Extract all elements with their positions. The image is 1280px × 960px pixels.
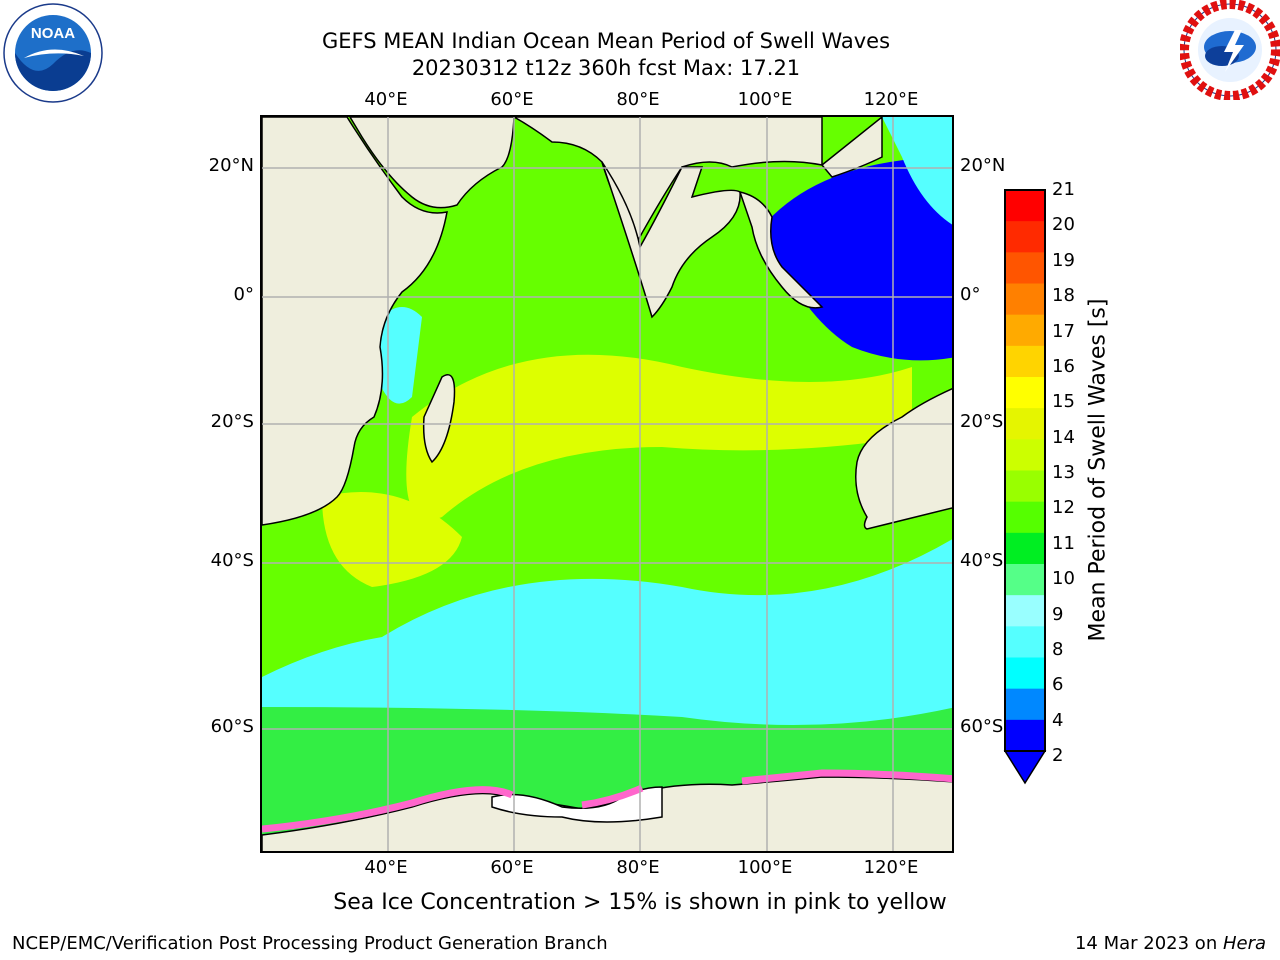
colorbar-band: [1005, 564, 1045, 596]
lat-tick-left: 0°: [233, 284, 254, 305]
noaa-logo-text: NOAA: [31, 25, 75, 42]
date-text: 14 Mar 2023 on: [1074, 933, 1223, 954]
lat-tick-right: 20°N: [960, 155, 1006, 176]
colorbar-tick-label: 2: [1052, 745, 1064, 766]
colorbar-tick-label: 18: [1052, 285, 1075, 307]
lon-tick-bottom: 100°E: [737, 857, 793, 878]
colorbar: [1003, 189, 1047, 785]
colorbar-tick-label: 21: [1052, 179, 1075, 200]
colorbar-under-arrow: [1003, 750, 1047, 785]
colorbar-band: [1005, 314, 1045, 347]
colorbar-band: [1005, 283, 1045, 316]
lon-tick-top: 100°E: [737, 89, 793, 110]
lat-tick-right: 0°: [960, 284, 981, 305]
colorbar-band: [1005, 345, 1045, 378]
lon-tick-top: 80°E: [616, 89, 660, 110]
colorbar-band: [1005, 252, 1045, 284]
land-africa: [262, 117, 448, 526]
graticule: [262, 117, 952, 851]
lat-tick-right: 60°S: [960, 716, 1004, 737]
colorbar-tick-label: 11: [1052, 532, 1075, 554]
colorbar-tick-label: 16: [1052, 355, 1075, 377]
land-india: [601, 161, 741, 319]
machine-name: Hera: [1222, 933, 1266, 954]
land-arabia: [349, 117, 515, 209]
noaa-logo: NOAA: [3, 3, 103, 103]
chart-subtitle: 20230312 t12z 360h fcst Max: 17.21: [411, 56, 801, 80]
colorbar-band: [1005, 470, 1045, 503]
colorbar-tick-label: 15: [1052, 391, 1075, 413]
map-canvas: [262, 117, 952, 851]
land-asia: [512, 117, 823, 244]
chart-title: GEFS MEAN Indian Ocean Mean Period of Sw…: [321, 29, 891, 53]
lat-tick-left: 20°N: [208, 155, 254, 176]
lat-tick-left: 40°S: [210, 550, 254, 571]
land-madagascar: [422, 374, 456, 464]
nws-logo: [1180, 0, 1280, 100]
lat-tick-right: 40°S: [960, 550, 1004, 571]
lon-tick-bottom: 80°E: [616, 857, 660, 878]
colorbar-bands: [1005, 190, 1045, 752]
colorbar-band: [1005, 221, 1045, 253]
lat-tick-left: 20°S: [210, 411, 254, 432]
maritime-continent-field: [762, 157, 952, 361]
sea-ice-edge: [262, 769, 952, 833]
swell-band-long-period: [406, 354, 912, 520]
colorbar-tick-label: 8: [1052, 638, 1064, 660]
credit-line: NCEP/EMC/Verification Post Processing Pr…: [12, 933, 608, 954]
colorbar-band: [1005, 501, 1045, 534]
colorbar-tick-label: 17: [1052, 320, 1075, 342]
sea-ice-footnote: Sea Ice Concentration > 15% is shown in …: [333, 890, 947, 915]
colorbar-band: [1005, 408, 1045, 440]
colorbar-tick-label: 4: [1052, 709, 1064, 731]
date-line: 14 Mar 2023 on Hera: [1075, 933, 1266, 954]
colorbar-tick-label: 9: [1052, 603, 1064, 625]
lon-tick-bottom: 40°E: [364, 857, 408, 878]
colorbar-band: [1005, 688, 1045, 721]
colorbar-band: [1005, 190, 1045, 222]
colorbar-band: [1005, 439, 1045, 471]
colorbar-tick-label: 13: [1052, 462, 1075, 483]
lon-tick-top: 40°E: [364, 89, 408, 110]
lat-tick-right: 20°S: [960, 411, 1004, 432]
lon-tick-bottom: 60°E: [490, 857, 534, 878]
lat-tick-left: 60°S: [210, 716, 254, 737]
colorbar-tick-label: 12: [1052, 497, 1075, 519]
colorbar-tick-label: 20: [1052, 214, 1075, 236]
lon-tick-bottom: 120°E: [863, 857, 919, 878]
colorbar-band: [1005, 595, 1045, 627]
colorbar-tick-label: 6: [1052, 674, 1064, 696]
colorbar-tick-label: 19: [1052, 249, 1075, 271]
colorbar-band: [1005, 626, 1045, 658]
colorbar-band: [1005, 657, 1045, 690]
lon-tick-top: 60°E: [490, 89, 534, 110]
lon-tick-top: 120°E: [863, 89, 919, 110]
colorbar-band: [1005, 532, 1045, 565]
colorbar-tick-label: 14: [1052, 426, 1075, 448]
swell-band-short-period: [262, 539, 952, 725]
ice-shelf: [491, 786, 663, 823]
colorbar-outline: [1004, 189, 1046, 752]
colorbar-tick-label: 10: [1052, 568, 1075, 590]
colorbar-band: [1005, 377, 1045, 409]
map-panel: [260, 115, 954, 853]
maritime-continent-cyan: [882, 117, 952, 225]
colorbar-band: [1005, 719, 1045, 752]
land-indochina: [738, 117, 883, 309]
colorbar-title: Mean Period of Swell Waves [s]: [1085, 298, 1111, 642]
